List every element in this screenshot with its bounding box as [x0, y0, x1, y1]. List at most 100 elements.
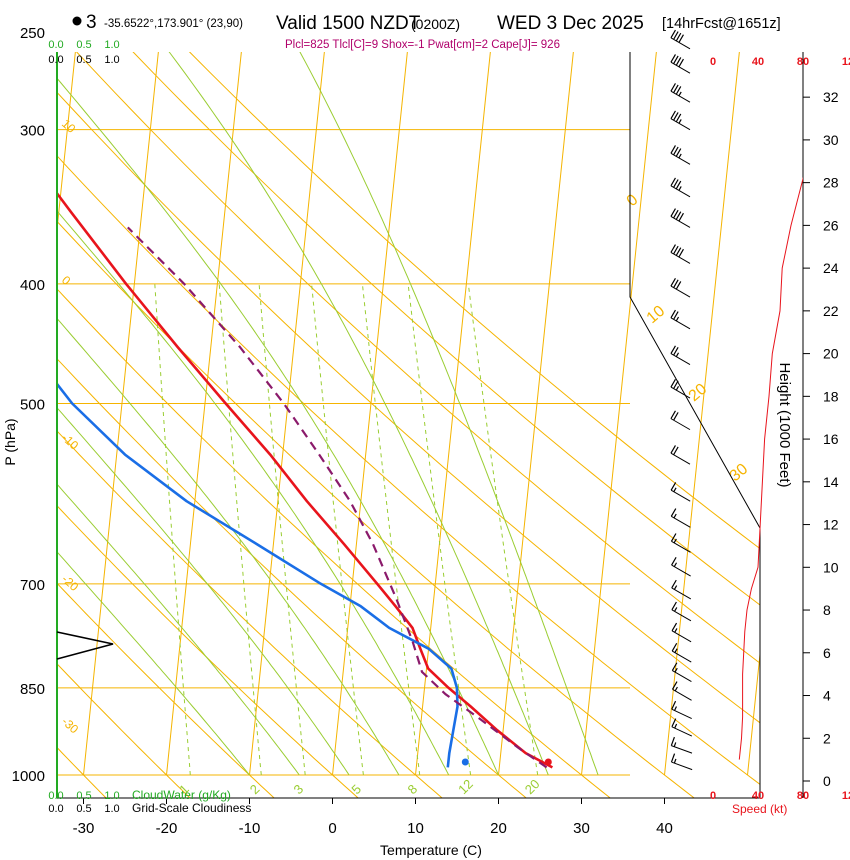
- height-tick-label: 30: [823, 132, 839, 148]
- wind-barb-staff: [671, 540, 691, 553]
- wind-barb-feather: [673, 347, 679, 356]
- wind-barb-half-feather: [674, 628, 678, 633]
- isotherm-line: [664, 52, 740, 776]
- dry-adiabat-line: [57, 358, 527, 798]
- wind-barb-feather: [673, 55, 679, 65]
- dry-adiabat-line: [132, 52, 760, 606]
- wind-barb-half-feather: [673, 538, 677, 544]
- wind-barb: [670, 410, 691, 431]
- wind-speed-tick-label: 0: [710, 56, 716, 68]
- moist-adiabat-line: [57, 407, 350, 776]
- wind-barb-feather: [670, 345, 676, 354]
- mixing-ratio-label: 12: [455, 776, 476, 797]
- wind-barb-staff: [670, 418, 691, 431]
- wind-barb-staff: [670, 489, 691, 502]
- mixing-ratio-label: 2: [247, 781, 263, 797]
- x-tick-label: 10: [407, 820, 424, 837]
- wind-barb-feather: [673, 380, 679, 389]
- wind-barb-feather: [671, 557, 677, 566]
- wind-barb-feather: [673, 412, 679, 421]
- wind-barb-feather: [670, 177, 676, 187]
- wind-barb-half-feather: [678, 119, 682, 124]
- wind-barb-feather: [670, 410, 676, 419]
- cloud-water-tick-label-bottom: 0.0: [48, 790, 63, 802]
- wind-barb: [671, 579, 692, 600]
- wind-speed-tick-label-bottom: 80: [797, 790, 809, 802]
- wind-barb-feather: [670, 445, 676, 454]
- mixing-ratio-line: [311, 283, 364, 776]
- dewpoint-profile: [57, 381, 459, 768]
- wind-barb-half-feather: [674, 667, 678, 673]
- mixing-ratio-line: [361, 283, 421, 776]
- wind-barb-feather: [675, 113, 682, 123]
- wind-barb-staff: [670, 317, 691, 330]
- wind-barb: [670, 110, 691, 131]
- wind-barb: [670, 345, 691, 366]
- pressure-tick-label: 250: [20, 25, 45, 42]
- wind-barb: [671, 662, 692, 682]
- height-tick-label: 24: [823, 260, 839, 276]
- wind-barb: [670, 753, 693, 771]
- height-tick-label: 4: [823, 688, 831, 704]
- wind-barb-feather: [671, 662, 678, 671]
- x-tick-label: 40: [656, 820, 673, 837]
- height-tick-label: 2: [823, 730, 831, 746]
- height-tick-label: 10: [823, 559, 839, 575]
- dry-adiabat-line: [57, 582, 275, 798]
- wind-barb-half-feather: [675, 352, 680, 357]
- wind-barb-feather: [675, 180, 682, 190]
- wind-barb-feather: [670, 482, 677, 491]
- wind-barb-staff: [672, 688, 692, 701]
- wind-barb-half-feather: [673, 562, 678, 567]
- mixing-ratio-label: 3: [290, 781, 306, 797]
- wind-barb-staff: [670, 285, 691, 298]
- valid-time: Valid 1500 NZDT: [276, 13, 421, 34]
- wind-barb: [671, 642, 692, 663]
- wind-barb: [671, 622, 692, 643]
- utc-time: (0200Z): [411, 16, 460, 32]
- wind-barb-half-feather: [674, 706, 677, 711]
- height-tick-label: 22: [823, 303, 839, 319]
- wind-barb: [670, 508, 691, 528]
- height-tick-label: 28: [823, 175, 839, 191]
- dry-adiabat-line: [57, 91, 760, 724]
- wind-barb: [670, 278, 691, 298]
- cloudiness-tick-label: 1.0: [104, 54, 119, 66]
- wind-barb-feather: [671, 700, 677, 710]
- wind-barb-feather: [670, 533, 677, 542]
- wind-barb-feather: [670, 736, 675, 746]
- height-tick-label: 16: [823, 431, 839, 447]
- wind-barb-half-feather: [678, 91, 682, 97]
- wind-barb-feather: [671, 642, 678, 652]
- wind-barb-feather: [671, 622, 678, 632]
- wind-barb-feather: [673, 209, 679, 219]
- wind-barb-half-feather: [678, 153, 682, 159]
- location-dot-icon: [72, 16, 82, 26]
- wind-barb-feather: [678, 34, 684, 43]
- wind-barb-half-feather: [674, 648, 678, 653]
- moist-adiabat-line: [57, 483, 300, 776]
- wind-barb-feather: [673, 146, 679, 156]
- cloud-water-tick-label: 1.0: [104, 39, 119, 51]
- isotherm-line: [57, 52, 76, 235]
- isotherm-right-label: 20: [686, 381, 711, 406]
- wind-barb-feather: [675, 32, 682, 42]
- height-tick-label: 32: [823, 89, 839, 105]
- wind-barb: [670, 145, 691, 165]
- forecast-info: [14hrFcst@1651z]: [662, 16, 781, 32]
- dry-adiabat-line: [57, 663, 191, 798]
- cloudiness-tick-label-bottom: 0.5: [76, 803, 91, 815]
- mixing-ratio-label: 5: [348, 781, 364, 797]
- wind-barb: [671, 601, 692, 622]
- mixing-ratio-line: [218, 283, 262, 776]
- dry-adiabat-line: [57, 220, 695, 798]
- height-axis-title: Height (1000 Feet): [776, 362, 793, 487]
- stability-indices: Plcl=825 Tlcl[C]=9 Shox=-1 Pwat[cm]=2 Ca…: [285, 39, 560, 51]
- wind-barb-feather: [675, 281, 682, 290]
- wind-barb-feather: [673, 245, 679, 255]
- wind-barb: [670, 208, 691, 228]
- wind-speed-tick-label: 40: [752, 56, 764, 68]
- wind-barb-staff: [671, 630, 692, 643]
- wind-barb: [670, 83, 691, 103]
- height-tick-label: 20: [823, 346, 839, 362]
